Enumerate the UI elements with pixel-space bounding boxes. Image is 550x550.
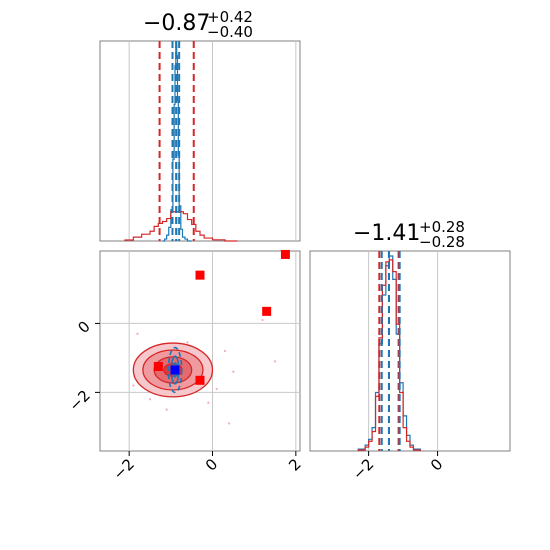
joint-red-square-1	[280, 249, 290, 259]
joint-scatter-point-7	[148, 398, 152, 401]
marginal-2-title-minus: −0.28	[419, 233, 465, 251]
joint-scatter-point-10	[232, 370, 235, 373]
marginal-2-grid	[368, 251, 439, 451]
marginal-2-title-median: −1.41	[353, 221, 420, 246]
joint-blue-square	[170, 365, 180, 375]
marginal-2-title-plus: +0.28	[419, 218, 465, 236]
joint-scatter-point-9	[215, 387, 218, 391]
joint-x-tick-label-1: 0	[202, 455, 221, 474]
joint-x-tick-label-2: 2	[285, 455, 304, 474]
marginal-2-histograms	[357, 255, 421, 451]
marginal-1-panel: −0.87 +0.42 −0.40	[99, 8, 301, 242]
joint-scatter-point-5	[223, 349, 227, 353]
joint-grid	[100, 251, 300, 451]
marginal-1-hist-series-1	[124, 211, 238, 242]
marginal-2-panel: −1.41 +0.28 −0.28 −2 0	[309, 218, 511, 483]
joint-red-square-2	[262, 306, 272, 316]
joint-scatter-point-12	[228, 422, 231, 425]
joint-frame	[99, 250, 301, 452]
joint-scatter-point-14	[165, 408, 168, 411]
marginal-1-title-plus: +0.42	[207, 8, 253, 26]
joint-scatter-point-6	[132, 384, 135, 387]
marginal-1-title: −0.87 +0.42 −0.40	[143, 8, 253, 41]
joint-red-square-4	[195, 375, 205, 385]
marginal-1-title-minus: −0.40	[207, 23, 253, 41]
marginal-2-x-tick-label-1: 0	[427, 455, 446, 474]
joint-scatter-point-3	[186, 341, 189, 344]
marginal-2-hist-series-1	[357, 259, 421, 451]
joint-scatter-point-11	[273, 360, 277, 363]
marginal-2-x-tick-label-0: −2	[349, 455, 377, 483]
joint-scatter-point-13	[207, 401, 210, 404]
joint-red-square-0	[195, 270, 205, 280]
marginal-1-frame	[99, 40, 301, 242]
joint-x-tick-label-0: −2	[110, 455, 138, 483]
joint-y-ticks: 0 −2	[65, 318, 100, 415]
joint-y-tick-label-0: 0	[74, 318, 93, 337]
marginal-1-quantile-lines	[158, 41, 195, 241]
marginal-2-quantile-lines	[378, 251, 401, 451]
marginal-1-title-median: −0.87	[143, 11, 210, 36]
marginal-2-title: −1.41 +0.28 −0.28	[353, 218, 465, 251]
marginal-1-histograms	[124, 45, 238, 242]
joint-x-ticks: −2 0 2	[110, 451, 305, 483]
joint-y-tick-label-1: −2	[65, 386, 93, 414]
marginal-1-grid	[128, 41, 297, 241]
marginal-2-frame	[309, 250, 511, 452]
joint-markers	[153, 249, 290, 385]
joint-panel: −2 0 2 0 −2	[65, 249, 305, 483]
marginal-2-x-ticks: −2 0	[349, 451, 446, 483]
joint-scatter-point-15	[261, 318, 264, 322]
joint-red-square-3	[153, 362, 163, 372]
joint-blue-contour-0	[167, 346, 183, 394]
joint-scatter-point-0	[136, 332, 139, 335]
